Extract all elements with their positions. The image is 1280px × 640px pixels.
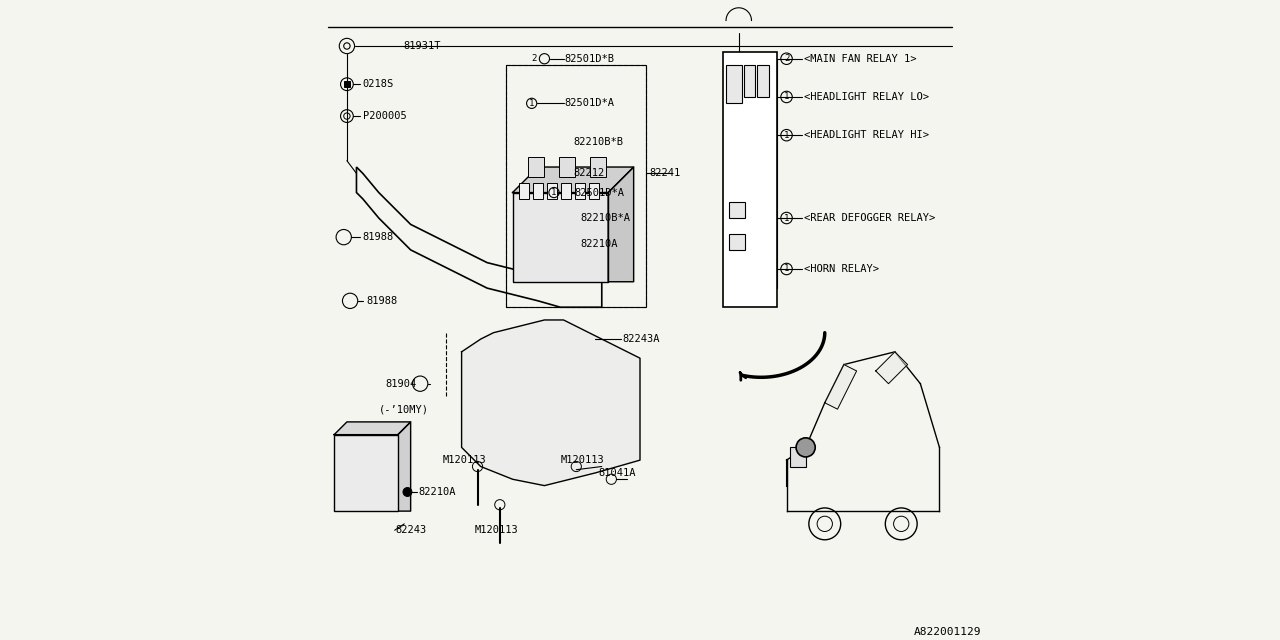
Circle shape: [403, 488, 412, 497]
Text: 1: 1: [529, 99, 534, 108]
Text: 81988: 81988: [366, 296, 397, 306]
Text: 82210A: 82210A: [581, 239, 618, 248]
Text: P200005: P200005: [362, 111, 407, 121]
Bar: [790, 447, 805, 467]
Bar: [559, 157, 575, 177]
Text: 82212: 82212: [573, 168, 604, 179]
Text: 82210B*A: 82210B*A: [581, 213, 631, 223]
Text: <HEADLIGHT RELAY LO>: <HEADLIGHT RELAY LO>: [804, 92, 929, 102]
Bar: [532, 183, 543, 199]
Polygon shape: [876, 352, 908, 383]
Text: 82210A: 82210A: [419, 487, 456, 497]
Text: 2: 2: [531, 54, 536, 63]
Text: 82501D*B: 82501D*B: [564, 54, 614, 64]
Polygon shape: [398, 422, 411, 511]
Text: M120113: M120113: [443, 455, 486, 465]
Bar: [547, 183, 557, 199]
Text: 1: 1: [783, 264, 790, 273]
Circle shape: [796, 438, 815, 457]
Bar: [575, 183, 585, 199]
Text: <MAIN FAN RELAY 1>: <MAIN FAN RELAY 1>: [804, 54, 916, 64]
Text: A822001129: A822001129: [914, 627, 982, 637]
Bar: [758, 65, 769, 97]
Text: 1: 1: [552, 188, 557, 197]
Bar: [529, 157, 544, 177]
Text: 82210B*B: 82210B*B: [573, 136, 623, 147]
Bar: [518, 183, 529, 199]
Text: 1: 1: [783, 214, 790, 223]
Text: M120113: M120113: [475, 525, 518, 535]
Text: 82501D*A: 82501D*A: [564, 99, 614, 108]
Bar: [561, 183, 571, 199]
Polygon shape: [512, 167, 634, 193]
Bar: [344, 81, 351, 88]
Text: <HEADLIGHT RELAY HI>: <HEADLIGHT RELAY HI>: [804, 130, 929, 140]
Text: 1: 1: [783, 131, 790, 140]
Bar: [506, 65, 646, 307]
Text: 82241: 82241: [649, 168, 681, 179]
Text: (-’10MY): (-’10MY): [379, 404, 429, 414]
Text: 2: 2: [783, 54, 790, 63]
Text: 82243A: 82243A: [622, 334, 659, 344]
Text: 82243: 82243: [396, 525, 426, 535]
Bar: [590, 157, 605, 177]
Bar: [334, 435, 398, 511]
Polygon shape: [462, 320, 640, 486]
Bar: [730, 202, 745, 218]
Polygon shape: [824, 365, 856, 409]
Polygon shape: [334, 422, 411, 435]
Text: 0218S: 0218S: [362, 79, 394, 89]
Bar: [723, 52, 777, 307]
Bar: [589, 183, 599, 199]
Bar: [744, 65, 755, 97]
Bar: [726, 65, 742, 103]
Text: 81904: 81904: [385, 379, 416, 388]
Bar: [512, 193, 608, 282]
Text: <REAR DEFOGGER RELAY>: <REAR DEFOGGER RELAY>: [804, 213, 934, 223]
Polygon shape: [608, 167, 634, 282]
Text: M120113: M120113: [561, 455, 604, 465]
Bar: [730, 234, 745, 250]
Text: 81041A: 81041A: [599, 468, 636, 478]
Text: <HORN RELAY>: <HORN RELAY>: [804, 264, 879, 274]
Text: 1: 1: [783, 92, 790, 102]
Text: 81931T: 81931T: [403, 41, 440, 51]
Text: 81988: 81988: [362, 232, 394, 242]
Text: 82501D*A: 82501D*A: [575, 188, 625, 198]
Bar: [506, 65, 646, 307]
